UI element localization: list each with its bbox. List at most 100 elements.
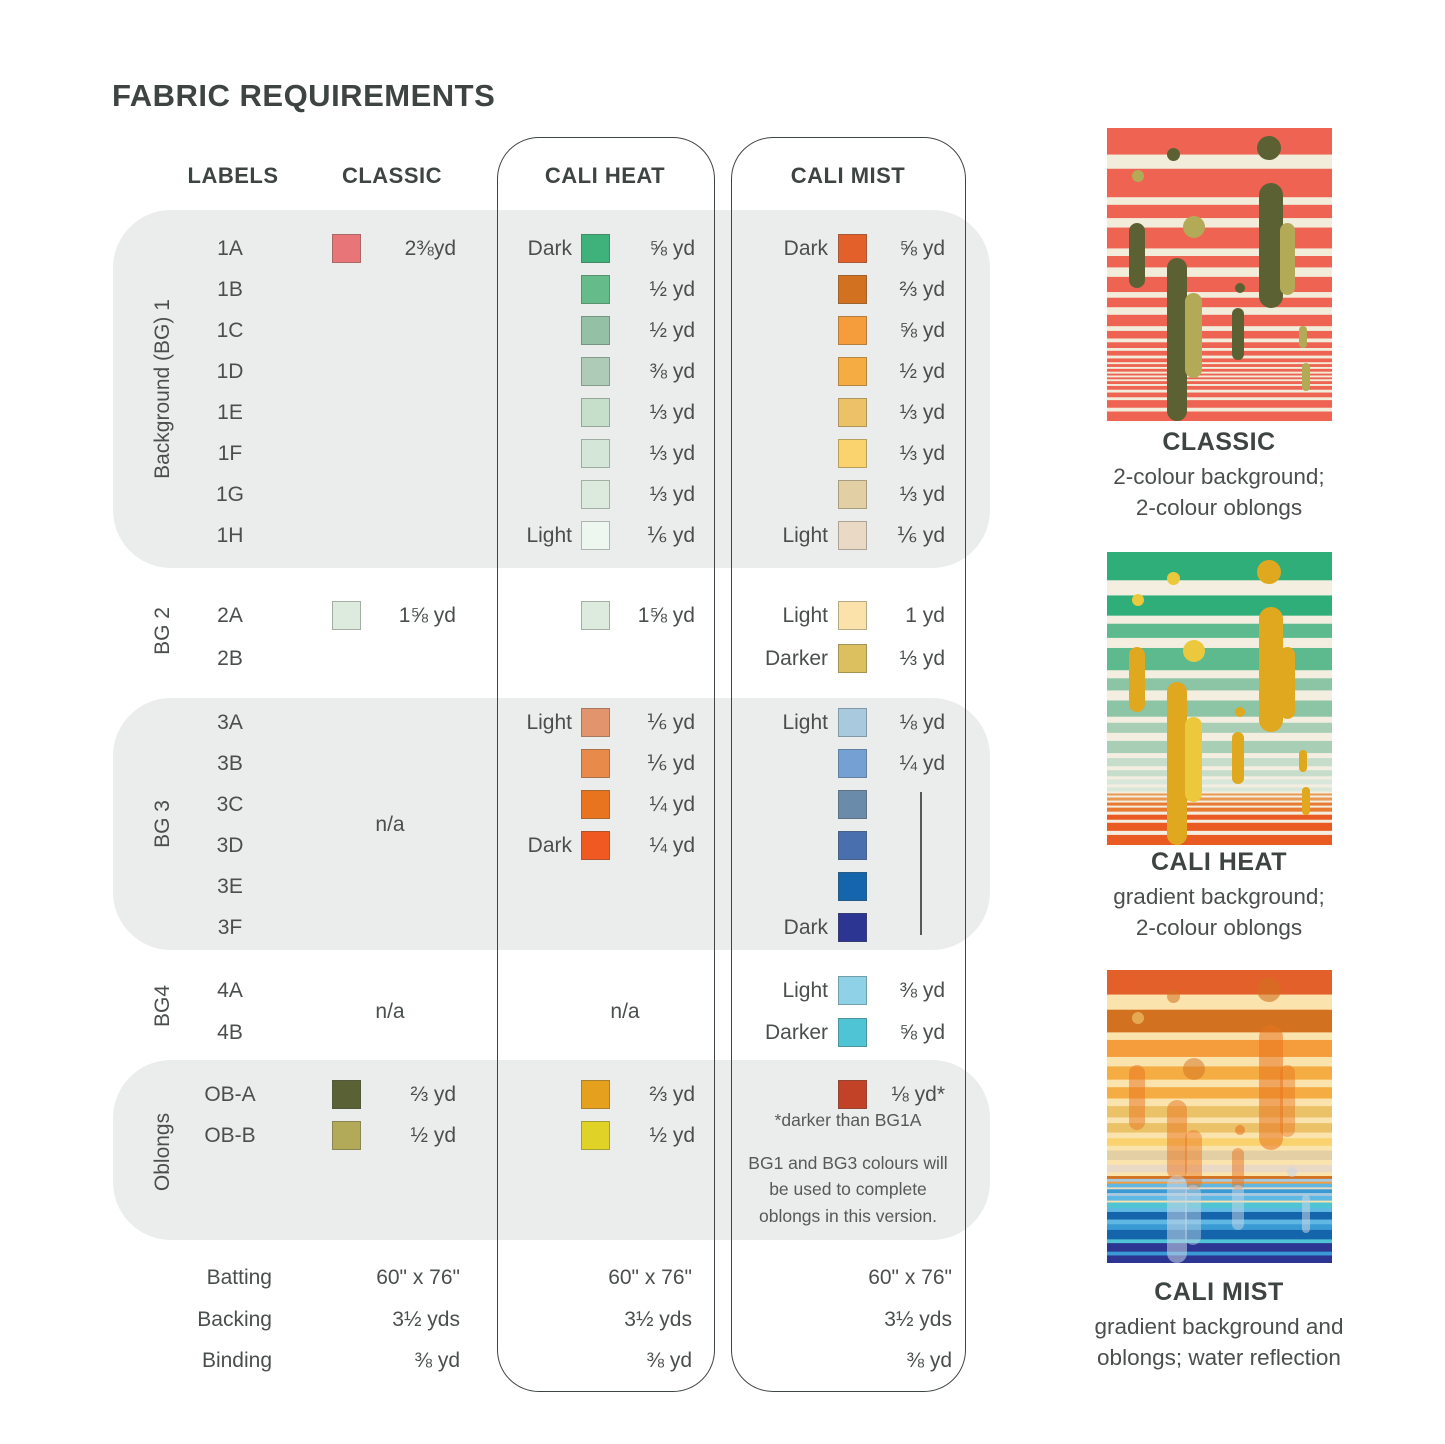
row-label: OB-B: [204, 1123, 256, 1147]
mist-yardage: ⅝ yd: [899, 236, 945, 260]
heat-yardage: ⅓ yd: [649, 482, 695, 506]
heat-swatch: [581, 749, 610, 778]
classic-total: ⅜ yd: [414, 1349, 460, 1372]
mist-yardage: ⅛ yd*: [891, 1082, 945, 1106]
preview-desc-cali-mist: gradient background and oblongs; water r…: [1094, 1314, 1344, 1371]
mist-tone-label: Darker: [764, 1020, 828, 1044]
mist-shared-value-line: [920, 792, 922, 935]
classic-yardage: 1⅝ yd: [398, 603, 456, 627]
mist-swatch: [838, 976, 867, 1005]
classic-na: n/a: [375, 999, 405, 1023]
heat-yardage: ½ yd: [649, 1123, 695, 1147]
mist-yardage: ⅝ yd: [899, 1020, 945, 1044]
table-row: 2B Darker ⅓ yd: [0, 638, 1000, 679]
mist-total: 3½ yds: [884, 1308, 952, 1331]
heat-yardage: ⅝ yd: [649, 236, 695, 260]
heat-yardage: ⅔ yd: [649, 1082, 695, 1106]
table-row: 3B ⅙ yd ¼ yd: [0, 743, 1000, 784]
heat-swatch: [581, 708, 610, 737]
heat-yardage: ⅓ yd: [649, 400, 695, 424]
table-row: 3A Light ⅙ yd Light ⅛ yd: [0, 702, 1000, 743]
table-row: 1C ½ yd ⅝ yd: [0, 310, 1000, 351]
heat-tone-label: Dark: [527, 833, 572, 857]
heat-swatch: [581, 316, 610, 345]
classic-swatch: [332, 1121, 361, 1150]
table-row: 1A 2⅜yd Dark ⅝ yd Dark ⅝ yd: [0, 228, 1000, 269]
table-row: 2A 1⅝ yd 1⅝ yd Light 1 yd: [0, 595, 1000, 636]
preview-desc-cali-heat: gradient background; 2-colour oblongs: [1113, 884, 1325, 941]
mist-swatch: [838, 439, 867, 468]
row-label: 2A: [217, 603, 243, 627]
table-row: 1G ⅓ yd ⅓ yd: [0, 474, 1000, 515]
heat-yardage: ¼ yd: [649, 833, 695, 857]
table-row: 3C ¼ yd: [0, 784, 1000, 825]
heat-swatch: [581, 398, 610, 427]
mist-swatch: [838, 316, 867, 345]
mist-swatch: [838, 480, 867, 509]
mist-swatch: [838, 831, 867, 860]
table-row: 3F Dark: [0, 907, 1000, 948]
heat-tone-label: Dark: [527, 236, 572, 260]
cali-mist-quilt-preview: [1107, 970, 1332, 1263]
heat-yardage: ⅙ yd: [646, 524, 695, 547]
bg3-band: [113, 698, 990, 950]
mist-swatch: [838, 749, 867, 778]
mist-swatch: [838, 1018, 867, 1047]
heat-swatch: [581, 1121, 610, 1150]
heat-yardage: ⅓ yd: [649, 441, 695, 465]
mist-footnote: *darker than BG1A: [774, 1110, 922, 1130]
table-row: 1H Light ⅙ yd Light ⅙ yd: [0, 515, 1000, 556]
heat-yardage: ⅜ yd: [649, 359, 695, 383]
heat-swatch: [581, 790, 610, 819]
heat-total: 60" x 76": [608, 1266, 692, 1289]
classic-yardage: ½ yd: [410, 1123, 456, 1147]
classic-yardage: ⅔ yd: [410, 1082, 456, 1106]
heat-swatch: [581, 1080, 610, 1109]
heat-swatch: [581, 357, 610, 386]
totals-label: Binding: [201, 1349, 272, 1372]
mist-yardage: ⅜ yd: [899, 978, 945, 1002]
classic-total: 3½ yds: [392, 1308, 460, 1331]
row-label: 3C: [216, 792, 244, 816]
mist-swatch: [838, 872, 867, 901]
cali-heat-quilt-preview: [1107, 552, 1332, 845]
row-label: 3A: [217, 710, 243, 734]
table-row: 3D Dark ¼ yd: [0, 825, 1000, 866]
mist-swatch: [838, 398, 867, 427]
row-label: 1C: [216, 318, 244, 342]
row-label: 3D: [216, 833, 244, 857]
table-row: 1E ⅓ yd ⅓ yd: [0, 392, 1000, 433]
column-header-classic: CLASSIC: [341, 163, 443, 188]
table-row: 4B Darker ⅝ yd: [0, 1012, 1000, 1053]
table-row: 1B ½ yd ⅔ yd: [0, 269, 1000, 310]
mist-yardage: ¼ yd: [899, 751, 945, 775]
mist-yardage: ⅙ yd: [896, 524, 945, 547]
column-header-labels: LABELS: [187, 163, 279, 188]
mist-swatch: [838, 234, 867, 263]
table-row: OB-A ⅔ yd ⅔ yd ⅛ yd*: [0, 1074, 1000, 1115]
heat-swatch: [581, 480, 610, 509]
row-label: 1B: [217, 277, 243, 301]
table-row: Backing 3½ yds 3½ yds 3½ yds: [0, 1305, 1000, 1335]
table-row: OB-B ½ yd ½ yd: [0, 1115, 1000, 1156]
heat-yardage: 1⅝ yd: [637, 603, 695, 627]
mist-oblongs-note: BG1 and BG3 colours will be used to comp…: [748, 1153, 948, 1226]
totals-label: Backing: [197, 1308, 272, 1331]
table-row: Binding ⅜ yd ⅜ yd ⅜ yd: [0, 1346, 1000, 1376]
preview-title-cali-mist: CALI MIST: [1154, 1278, 1284, 1306]
column-header-cali-heat: CALI HEAT: [544, 163, 666, 188]
mist-yardage: ⅔ yd: [899, 277, 945, 301]
heat-tone-label: Light: [526, 710, 572, 734]
table-row: Batting 60" x 76" 60" x 76" 60" x 76": [0, 1263, 1000, 1293]
mist-swatch: [838, 708, 867, 737]
mist-tone-label: Light: [782, 978, 828, 1002]
mist-total: ⅜ yd: [906, 1349, 952, 1372]
row-label: 1E: [217, 400, 243, 424]
table-row: 3E: [0, 866, 1000, 907]
mist-swatch: [838, 275, 867, 304]
table-row: 1D ⅜ yd ½ yd: [0, 351, 1000, 392]
classic-swatch: [332, 234, 361, 263]
classic-swatch: [332, 601, 361, 630]
heat-swatch: [581, 275, 610, 304]
table-row: 4A Light ⅜ yd: [0, 970, 1000, 1011]
